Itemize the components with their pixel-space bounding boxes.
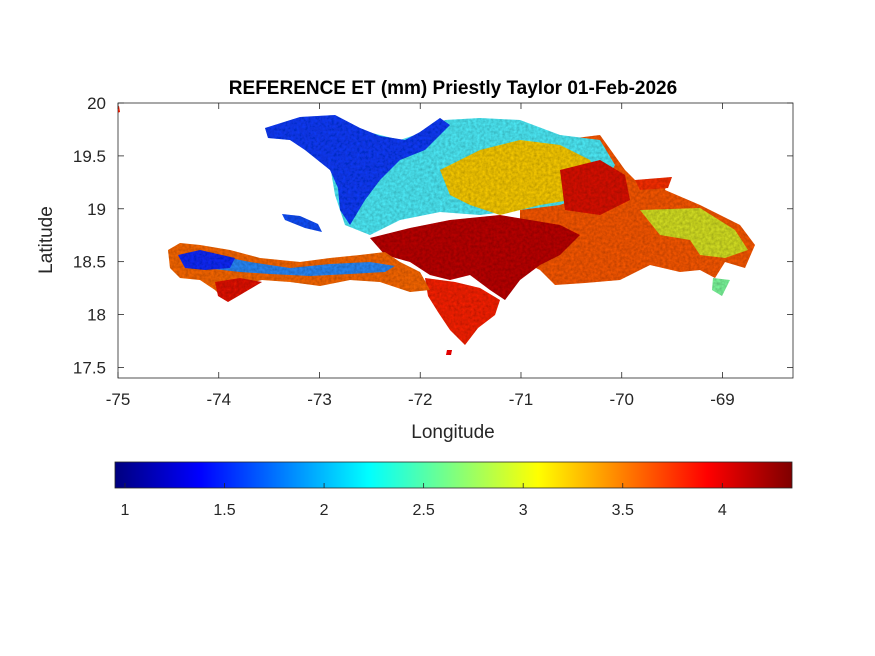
x-tick-label: -71 bbox=[509, 390, 534, 409]
x-tick-label: -74 bbox=[206, 390, 231, 409]
x-tick-label: -70 bbox=[609, 390, 634, 409]
region-nw-haiti bbox=[265, 115, 450, 225]
y-axis-label: Latitude bbox=[36, 206, 57, 274]
map-title: REFERENCE ET (mm) Priestly Taylor 01-Feb… bbox=[229, 78, 677, 99]
colorbar-tick-label: 2.5 bbox=[413, 502, 435, 519]
colorbar-tick-label: 1.5 bbox=[213, 502, 235, 519]
x-tick-label: -75 bbox=[106, 390, 131, 409]
x-tick-label: -72 bbox=[408, 390, 433, 409]
x-axis: -75 -74 -73 -72 -71 -70 -69 bbox=[106, 103, 735, 409]
y-tick-label: 19 bbox=[87, 200, 106, 219]
y-tick-label: 17.5 bbox=[73, 358, 106, 377]
colorbar bbox=[114, 461, 793, 489]
region-enriquillo bbox=[370, 215, 580, 300]
region-beata bbox=[446, 350, 452, 355]
region-tiburon-ridge bbox=[185, 255, 395, 276]
region-cibao-red bbox=[560, 160, 630, 215]
region-saona bbox=[712, 278, 730, 296]
colorbar-tick-label: 3 bbox=[519, 502, 528, 519]
region-samana bbox=[635, 177, 672, 190]
y-axis: 17.5 18 18.5 19 19.5 20 bbox=[73, 94, 793, 377]
colorbar-tick-label: 3.5 bbox=[612, 502, 634, 519]
y-tick-label: 18.5 bbox=[73, 253, 106, 272]
region-top-left-speck bbox=[118, 106, 120, 113]
region-cordillera bbox=[440, 140, 600, 215]
hispaniola-et-map bbox=[118, 106, 755, 355]
y-tick-label: 18 bbox=[87, 306, 106, 325]
region-east-dr-green bbox=[640, 208, 748, 258]
y-tick-label: 19.5 bbox=[73, 147, 106, 166]
x-tick-label: -69 bbox=[710, 390, 735, 409]
region-tortuga bbox=[282, 214, 322, 232]
colorbar-tick-label: 4 bbox=[718, 502, 727, 519]
colorbar-tick-label: 1 bbox=[121, 502, 130, 519]
colorbar-tick-label: 2 bbox=[320, 502, 329, 519]
region-tiburon-west bbox=[178, 250, 235, 270]
colorbar-ticks: 1 1.5 2 2.5 3 3.5 4 bbox=[121, 483, 727, 519]
region-tiburon-south bbox=[215, 278, 262, 302]
region-south-dr bbox=[425, 278, 500, 345]
x-tick-label: -73 bbox=[307, 390, 332, 409]
y-tick-label: 20 bbox=[87, 94, 106, 113]
x-axis-label: Longitude bbox=[411, 422, 494, 443]
